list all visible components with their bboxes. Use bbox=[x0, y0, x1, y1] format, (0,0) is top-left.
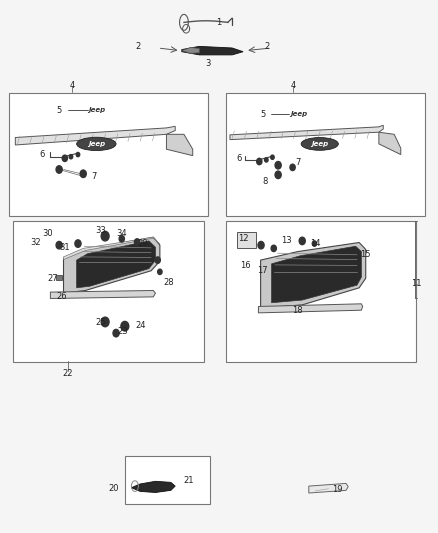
Polygon shape bbox=[64, 237, 160, 260]
Text: 21: 21 bbox=[183, 477, 194, 485]
Circle shape bbox=[113, 329, 119, 337]
Text: 31: 31 bbox=[60, 244, 70, 252]
Text: 28: 28 bbox=[163, 278, 174, 287]
Text: 8: 8 bbox=[262, 177, 268, 185]
Text: 4: 4 bbox=[291, 81, 296, 90]
Circle shape bbox=[290, 164, 295, 171]
Circle shape bbox=[101, 317, 109, 327]
Text: 17: 17 bbox=[258, 266, 268, 275]
Circle shape bbox=[265, 158, 268, 162]
Text: 32: 32 bbox=[31, 238, 41, 247]
Bar bbox=[9, 93, 208, 216]
Polygon shape bbox=[15, 126, 175, 145]
Text: Jeep: Jeep bbox=[290, 111, 307, 117]
Text: 2: 2 bbox=[135, 43, 141, 51]
Text: Jeep: Jeep bbox=[311, 141, 328, 147]
Polygon shape bbox=[182, 47, 199, 53]
Text: 11: 11 bbox=[411, 279, 421, 288]
Text: Jeep: Jeep bbox=[88, 141, 105, 147]
Polygon shape bbox=[64, 237, 160, 293]
Text: 3: 3 bbox=[205, 60, 211, 68]
Circle shape bbox=[56, 241, 62, 249]
Text: 30: 30 bbox=[42, 229, 53, 238]
Bar bbox=[226, 93, 425, 216]
Text: 34: 34 bbox=[117, 229, 127, 238]
Circle shape bbox=[119, 236, 124, 242]
Text: 18: 18 bbox=[293, 306, 303, 314]
Text: 2: 2 bbox=[265, 43, 270, 51]
Circle shape bbox=[275, 171, 281, 179]
Circle shape bbox=[80, 170, 86, 177]
Ellipse shape bbox=[301, 138, 338, 150]
Text: 20: 20 bbox=[109, 484, 119, 493]
Text: 26: 26 bbox=[56, 293, 67, 301]
Text: 23: 23 bbox=[117, 327, 128, 336]
Text: 6: 6 bbox=[236, 154, 241, 163]
Text: 5: 5 bbox=[260, 110, 265, 118]
Text: 27: 27 bbox=[47, 274, 58, 282]
Text: 4: 4 bbox=[70, 81, 75, 90]
Circle shape bbox=[155, 257, 160, 263]
Text: 16: 16 bbox=[240, 261, 251, 270]
Text: 14: 14 bbox=[310, 239, 321, 248]
Circle shape bbox=[275, 161, 281, 169]
Circle shape bbox=[258, 241, 264, 249]
Circle shape bbox=[312, 241, 317, 246]
Text: 12: 12 bbox=[238, 234, 248, 243]
Circle shape bbox=[75, 240, 81, 247]
Circle shape bbox=[62, 155, 67, 161]
Bar bbox=[13, 221, 204, 362]
Text: 13: 13 bbox=[282, 237, 292, 245]
Polygon shape bbox=[131, 481, 175, 492]
Polygon shape bbox=[237, 232, 256, 248]
Circle shape bbox=[271, 245, 276, 252]
Polygon shape bbox=[258, 304, 363, 313]
Polygon shape bbox=[309, 483, 348, 493]
Text: 6: 6 bbox=[39, 150, 44, 159]
Text: Jeep: Jeep bbox=[88, 107, 105, 114]
Circle shape bbox=[101, 231, 109, 241]
Polygon shape bbox=[230, 125, 383, 140]
Circle shape bbox=[56, 166, 62, 173]
Polygon shape bbox=[50, 290, 155, 298]
Polygon shape bbox=[379, 132, 401, 155]
Bar bbox=[125, 456, 210, 504]
Text: 22: 22 bbox=[63, 369, 73, 377]
Text: 7: 7 bbox=[295, 158, 300, 167]
Text: 29: 29 bbox=[137, 239, 148, 248]
Text: 25: 25 bbox=[95, 318, 106, 327]
Circle shape bbox=[257, 158, 262, 165]
Ellipse shape bbox=[77, 137, 116, 151]
Circle shape bbox=[69, 155, 73, 159]
Text: 15: 15 bbox=[360, 250, 371, 259]
Circle shape bbox=[158, 269, 162, 274]
Polygon shape bbox=[261, 243, 366, 308]
Circle shape bbox=[76, 152, 80, 157]
Polygon shape bbox=[166, 134, 193, 156]
Text: 19: 19 bbox=[332, 485, 343, 494]
Circle shape bbox=[299, 237, 305, 245]
Circle shape bbox=[271, 155, 274, 159]
Bar bbox=[226, 221, 416, 362]
Text: 1: 1 bbox=[216, 18, 222, 27]
Text: 33: 33 bbox=[95, 226, 106, 235]
Text: 7: 7 bbox=[92, 173, 97, 181]
Circle shape bbox=[134, 239, 140, 245]
Polygon shape bbox=[182, 46, 243, 55]
Text: 24: 24 bbox=[135, 321, 145, 329]
Polygon shape bbox=[272, 246, 361, 303]
Polygon shape bbox=[77, 241, 155, 288]
Polygon shape bbox=[56, 275, 62, 280]
Circle shape bbox=[121, 321, 129, 331]
Text: 5: 5 bbox=[57, 106, 62, 115]
